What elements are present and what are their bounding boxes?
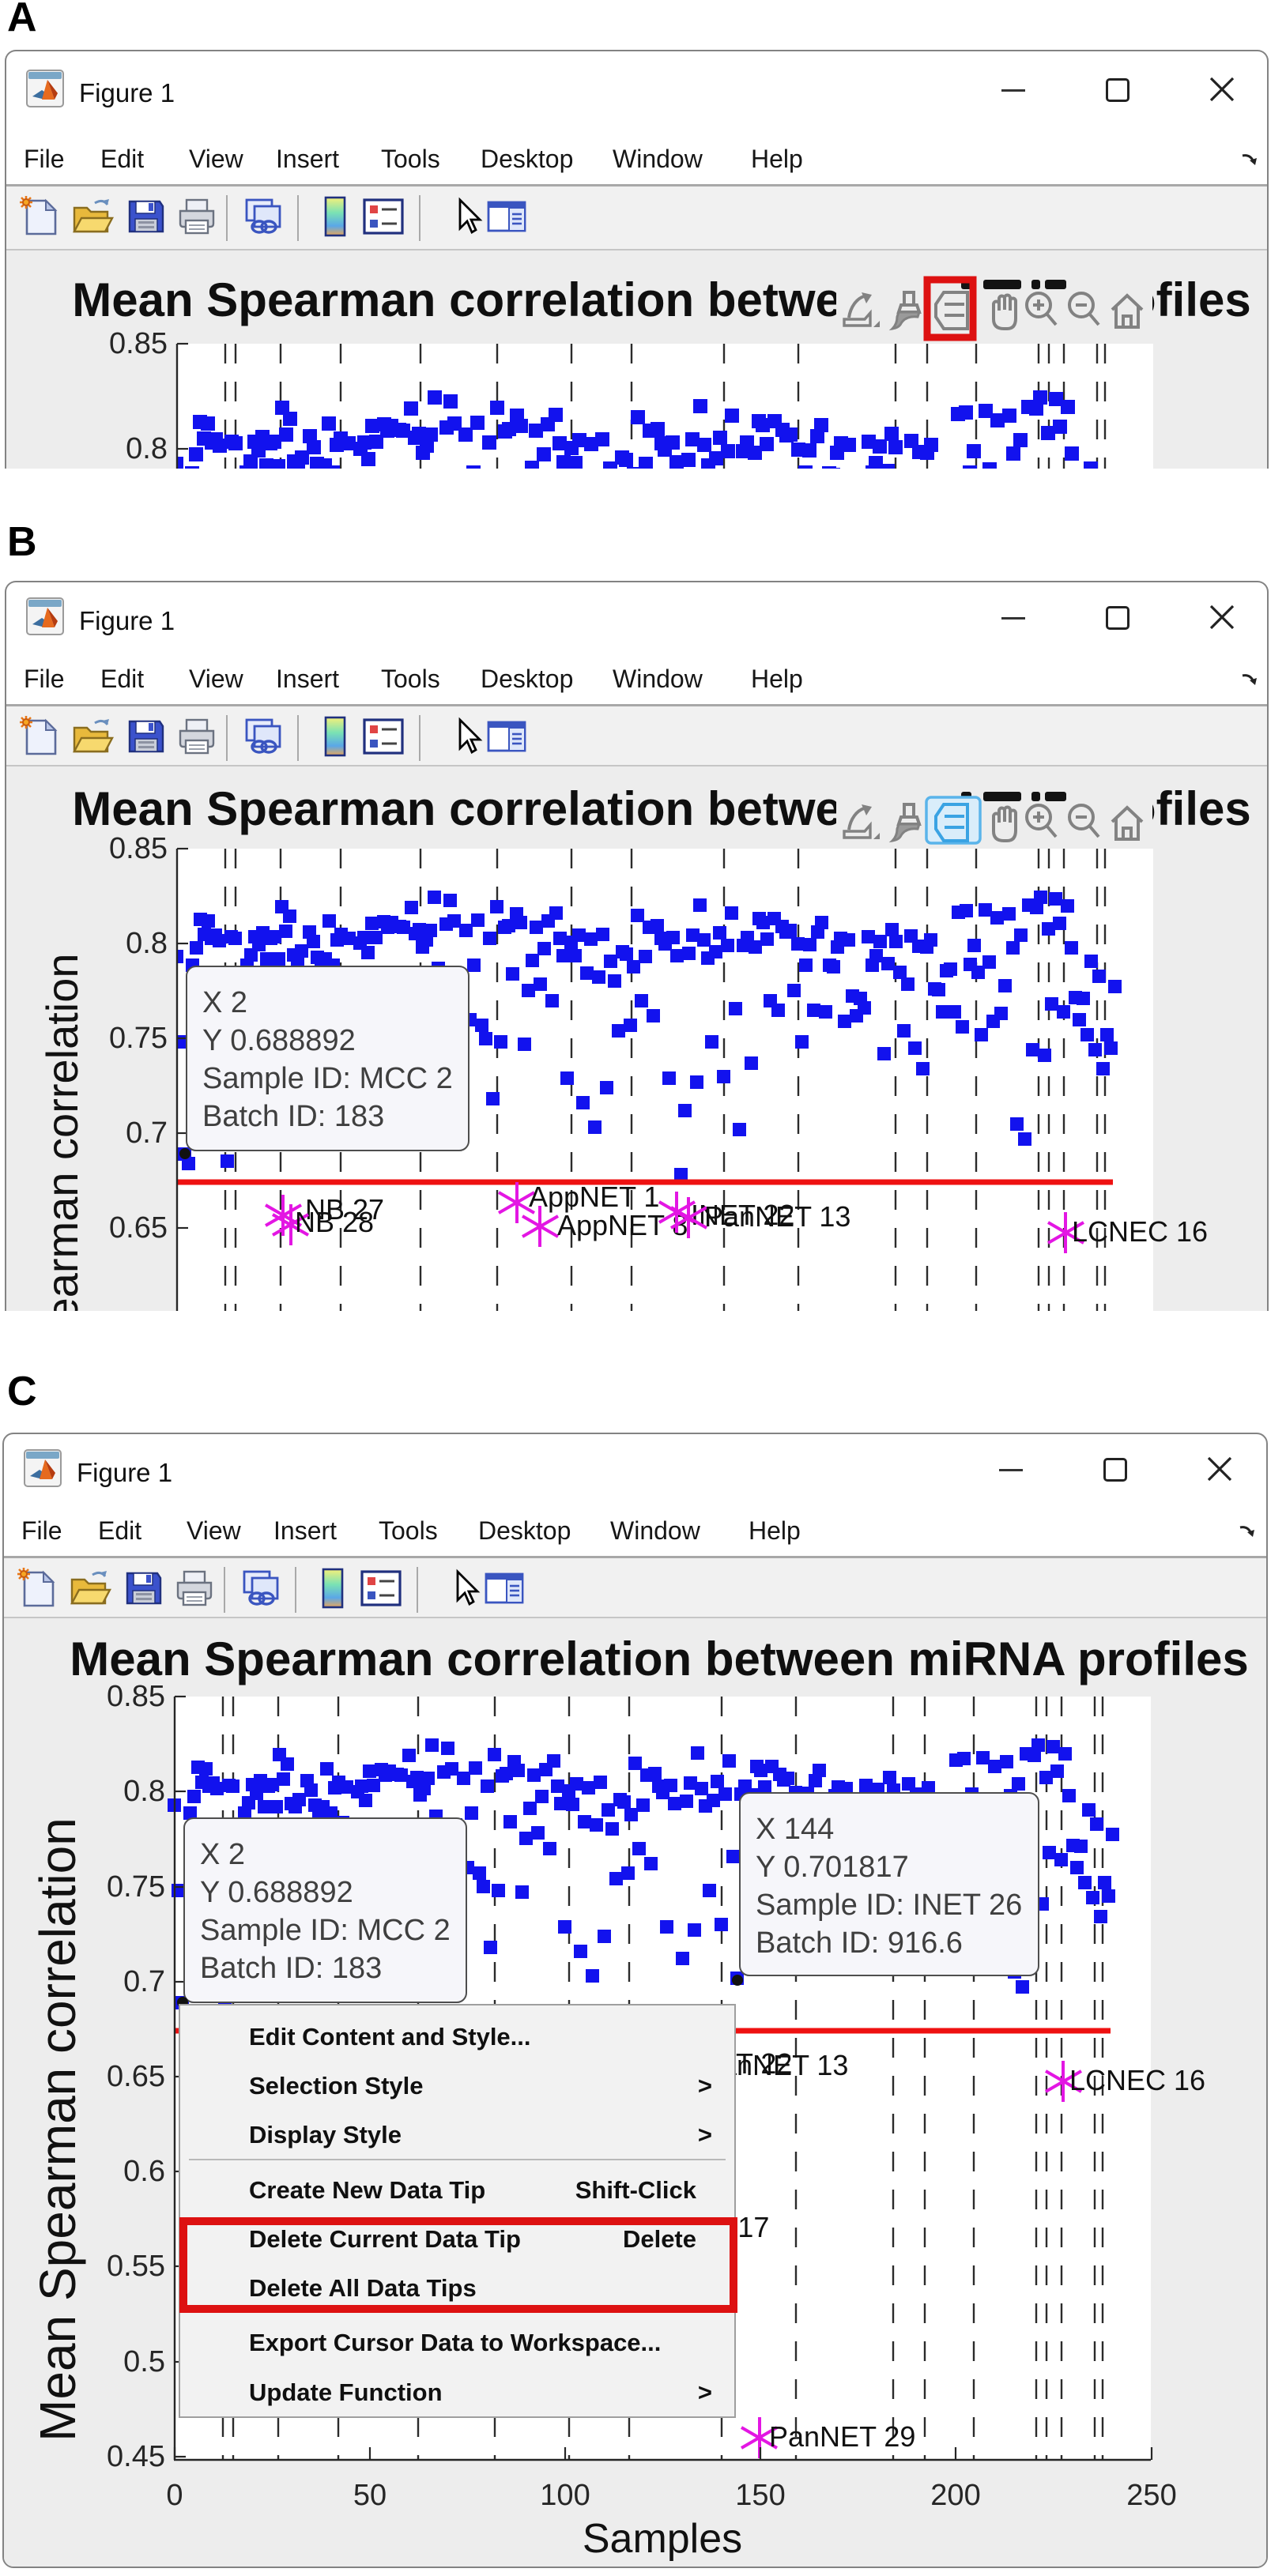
svg-text:250: 250	[1126, 2479, 1176, 2512]
svg-text:Create New Data Tip: Create New Data Tip	[249, 2176, 485, 2204]
svg-text:Selection Style: Selection Style	[249, 2072, 424, 2100]
svg-text:Display Style: Display Style	[249, 2121, 402, 2149]
svg-text:0: 0	[166, 2479, 183, 2512]
svg-text:X 2: X 2	[200, 1838, 245, 1871]
svg-text:0.65: 0.65	[107, 2060, 165, 2093]
svg-text:0.55: 0.55	[107, 2250, 165, 2283]
svg-text:0.65: 0.65	[109, 1211, 168, 1245]
svg-text:X 144: X 144	[756, 1813, 834, 1846]
svg-text:Y 0.688892: Y 0.688892	[200, 1876, 353, 1909]
svg-text:200: 200	[930, 2479, 980, 2512]
svg-text:Sample ID: MCC 2: Sample ID: MCC 2	[202, 1062, 453, 1095]
svg-text:100: 100	[540, 2479, 590, 2512]
svg-text:LCNEC 16: LCNEC 16	[1072, 1215, 1208, 1248]
svg-text:150: 150	[735, 2479, 785, 2512]
svg-text:Delete All Data Tips: Delete All Data Tips	[249, 2274, 477, 2302]
svg-text:Batch ID: 916.6: Batch ID: 916.6	[756, 1926, 963, 1960]
svg-text:Edit Content and Style...: Edit Content and Style...	[249, 2023, 531, 2051]
svg-text:50: 50	[353, 2479, 387, 2512]
svg-text:>: >	[698, 2072, 712, 2100]
svg-text:0.85: 0.85	[109, 327, 168, 360]
svg-text:Mean Spearman correlation betw: Mean Spearman correlation between miRNA …	[70, 1633, 1248, 1685]
svg-text:Mean Spearman correlation: Mean Spearman correlation	[37, 953, 87, 1311]
svg-text:Mean Spearman correlation: Mean Spearman correlation	[29, 1817, 86, 2442]
svg-text:Y 0.701817: Y 0.701817	[756, 1851, 909, 1884]
svg-text:Delete: Delete	[623, 2225, 696, 2253]
svg-text:Update Function: Update Function	[249, 2378, 443, 2406]
svg-text:X 2: X 2	[202, 986, 247, 1019]
svg-text:Samples: Samples	[583, 2516, 742, 2562]
svg-text:0.8: 0.8	[123, 1775, 165, 1808]
svg-text:Batch ID: 183: Batch ID: 183	[202, 1100, 384, 1133]
svg-text:AppNET 1: AppNET 1	[529, 1181, 659, 1213]
svg-text:0.85: 0.85	[109, 832, 168, 865]
svg-text:0.85: 0.85	[107, 1680, 165, 1713]
svg-text:Sample ID: MCC 2: Sample ID: MCC 2	[200, 1914, 451, 1947]
svg-text:Batch ID: 183: Batch ID: 183	[200, 1952, 382, 1985]
svg-text:0.8: 0.8	[126, 432, 168, 465]
svg-text:Export Cursor Data to Workspac: Export Cursor Data to Workspace...	[249, 2329, 661, 2356]
svg-text:NB 28: NB 28	[295, 1206, 374, 1238]
svg-text:AppNET 8: AppNET 8	[557, 1209, 688, 1241]
svg-text:PanNET 29: PanNET 29	[769, 2420, 915, 2453]
svg-text:Shift-Click: Shift-Click	[575, 2176, 697, 2204]
svg-text:0.8: 0.8	[126, 927, 168, 960]
svg-text:Sample ID: INET 26: Sample ID: INET 26	[756, 1889, 1022, 1922]
svg-text:0.75: 0.75	[109, 1022, 168, 1055]
svg-text:Delete Current Data Tip: Delete Current Data Tip	[249, 2225, 521, 2253]
svg-text:0.6: 0.6	[123, 2155, 165, 2188]
svg-text:INET 22: INET 22	[691, 1199, 794, 1231]
svg-text:>: >	[698, 2378, 712, 2406]
svg-text:0.45: 0.45	[107, 2440, 165, 2473]
svg-text:0.75: 0.75	[107, 1870, 165, 1904]
svg-text:0.5: 0.5	[123, 2345, 165, 2378]
svg-text:PanNET 13: PanNET 13	[704, 1200, 850, 1233]
svg-text:>: >	[698, 2121, 712, 2149]
svg-text:0.7: 0.7	[126, 1117, 168, 1150]
svg-text:LCNEC 16: LCNEC 16	[1069, 2064, 1205, 2096]
svg-text:0.7: 0.7	[123, 1965, 165, 1998]
svg-text:Y 0.688892: Y 0.688892	[202, 1024, 356, 1057]
svg-text:NB 27: NB 27	[305, 1193, 384, 1226]
